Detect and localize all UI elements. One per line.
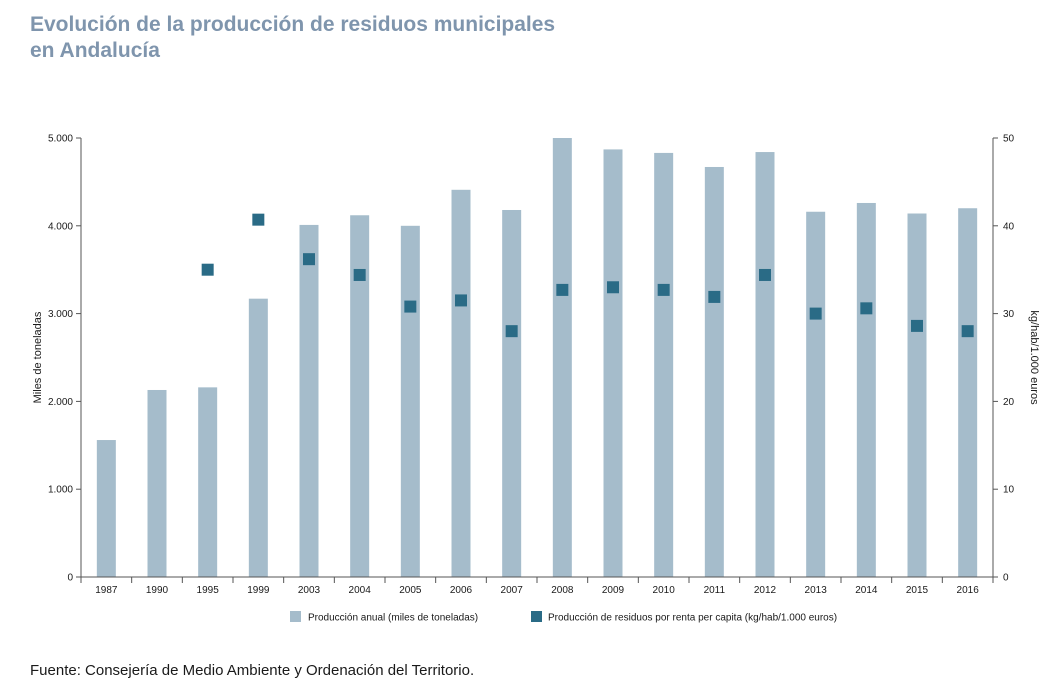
x-tick-label: 2008: [551, 585, 574, 596]
point-1999: [252, 213, 265, 226]
bar-2009: [603, 149, 623, 577]
bar-1995: [198, 387, 218, 577]
y-left-tick-label: 1.000: [48, 485, 73, 496]
point-2005: [404, 300, 417, 313]
y-right-tick-label: 20: [1003, 397, 1015, 408]
x-tick-label: 2013: [805, 585, 828, 596]
point-2003: [303, 253, 315, 266]
combo-chart: 0 1.000 2.000 3.000 4.000 5.000 0 10 20 30 40 50 198…: [32, 134, 1040, 624]
y-left-tick-label: 0: [67, 573, 73, 584]
x-tick-label: 2007: [501, 585, 524, 596]
legend-swatch-bars: [290, 611, 301, 622]
x-tick-label: 2011: [704, 585, 726, 596]
point-2016: [961, 325, 974, 338]
x-tick-label: 2004: [349, 585, 372, 596]
x-tick-label: 2015: [906, 585, 929, 596]
bar-2006: [451, 189, 471, 577]
y-left-tick-label: 4.000: [48, 221, 73, 232]
x-tick-label: 2012: [754, 585, 777, 596]
bar-2013: [806, 211, 826, 577]
bar-2003: [299, 224, 319, 577]
point-2015: [911, 319, 923, 332]
point-2011: [708, 290, 721, 303]
bar-1999: [248, 298, 268, 577]
y-left-tick-label: 3.000: [48, 309, 73, 320]
y-left-tick-label: 5.000: [48, 134, 73, 145]
legend-swatch-points: [531, 611, 542, 622]
x-tick-label: 2006: [450, 585, 473, 596]
bar-2007: [502, 209, 522, 577]
point-1995: [201, 263, 214, 276]
bar-2005: [400, 225, 420, 578]
point-2009: [607, 281, 619, 294]
point-2006: [455, 294, 467, 307]
bar-2011: [704, 166, 724, 577]
y-right-tick-label: 0: [1003, 573, 1009, 584]
point-2014: [860, 302, 873, 315]
point-2013: [809, 307, 822, 320]
x-tick-label: 2005: [399, 585, 422, 596]
bar-2014: [856, 202, 876, 578]
chart-title: Evolución de la producción de residuos m…: [30, 12, 555, 64]
chart-title-line-2: en Andalucía: [30, 39, 160, 62]
y-right-tick-label: 30: [1003, 309, 1015, 320]
x-tick-label: 2003: [298, 585, 321, 596]
bar-2008: [552, 138, 572, 577]
bar-2012: [755, 152, 775, 577]
y-axis-right-title: kg/hab/1.000 euros: [1028, 310, 1040, 405]
y-right-tick-label: 50: [1003, 134, 1015, 145]
chart-title-line-1: Evolución de la producción de residuos m…: [30, 13, 556, 36]
x-tick-label: 1995: [197, 585, 220, 596]
y-right-tick-label: 40: [1003, 221, 1015, 232]
bar-1987: [96, 440, 116, 577]
y-right-tick-label: 10: [1003, 485, 1015, 496]
x-tick-label: 2014: [855, 585, 878, 596]
x-tick-label: 1999: [247, 585, 270, 596]
legend-label-bars: Producción anual (miles de toneladas): [308, 613, 478, 624]
legend-label-points: Producción de residuos por renta per cap…: [548, 613, 837, 624]
y-left-tick-label: 2.000: [48, 397, 73, 408]
x-tick-label: 1987: [95, 585, 118, 596]
x-tick-label: 2010: [653, 585, 676, 596]
source-note: Fuente: Consejería de Medio Ambiente y O…: [30, 662, 475, 679]
point-2010: [657, 283, 670, 296]
bar-2016: [958, 208, 978, 578]
bar-2015: [907, 213, 927, 577]
x-tick-label: 2016: [957, 585, 980, 596]
point-2012: [759, 268, 771, 281]
bar-1990: [147, 389, 167, 577]
x-tick-label: 1990: [146, 585, 169, 596]
bar-2010: [654, 152, 674, 577]
point-2008: [556, 283, 569, 296]
y-axis-left-title: Miles de toneladas: [32, 311, 44, 403]
x-tick-label: 2009: [602, 585, 625, 596]
point-2007: [505, 325, 518, 338]
bar-2004: [350, 215, 370, 577]
point-2004: [353, 268, 366, 281]
